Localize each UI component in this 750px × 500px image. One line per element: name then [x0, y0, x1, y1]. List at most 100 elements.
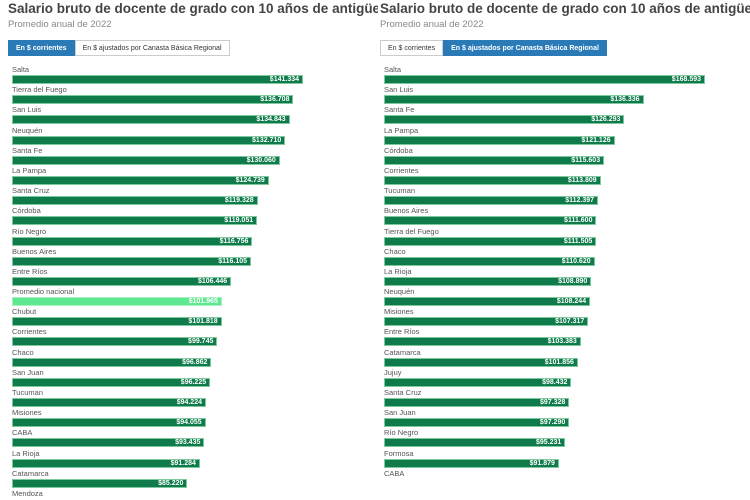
bar-value-label: $111.600: [564, 217, 593, 225]
bar-label: Corrientes: [12, 327, 47, 337]
bar-row: San Luis $136.336: [384, 85, 744, 105]
bar: $108.890: [384, 276, 592, 286]
bar-value-label: $101.818: [188, 318, 218, 326]
bar: $96.862: [12, 357, 212, 367]
bar-value-label: $110.620: [561, 257, 591, 265]
bar-row: Promedio nacional $101.965: [12, 287, 372, 307]
bar: $101.856: [384, 357, 578, 367]
bar-value-label: $115.603: [571, 156, 601, 164]
bar-label: Salta: [384, 65, 402, 74]
toggle-adjusted-pesos[interactable]: En $ ajustados por Canasta Básica Region…: [74, 40, 230, 56]
bar-value-label: $112.397: [565, 197, 594, 205]
bar-value-label: $126.293: [591, 116, 621, 124]
bar: $96.225: [12, 377, 211, 387]
bar: $113.809: [384, 175, 601, 185]
bar-row: Chubut $101.818: [12, 307, 372, 327]
bar-label: San Juan: [12, 367, 44, 377]
bar: $94.224: [12, 398, 206, 407]
bar-label: Neuquén: [384, 287, 415, 297]
bar-value-label: $124.739: [235, 176, 265, 184]
chart-subtitle: Promedio anual de 2022: [380, 19, 484, 30]
bar: $136.708: [12, 95, 294, 105]
bar-label: Jujuy: [384, 367, 402, 377]
bar-row: Chaco $110.620: [384, 247, 744, 267]
bar-label: Catamarca: [384, 347, 421, 357]
bar-label: Mendoza: [12, 488, 43, 498]
bar-row: Entre Ríos $103.383: [384, 327, 744, 347]
bar-value-label: $95.231: [536, 439, 562, 447]
bar: $124.739: [12, 175, 269, 185]
bar: $168.593: [384, 75, 705, 84]
bar-label: Santa Fe: [384, 105, 415, 115]
bar: $85.220: [12, 478, 188, 488]
bar-row: La Rioja $91.284: [12, 449, 372, 469]
bar: $94.055: [12, 418, 206, 428]
bar-label: Santa Fe: [12, 145, 43, 155]
bar-row: La Pampa $124.739: [12, 166, 372, 186]
bar-value-label: $108.890: [558, 277, 588, 285]
bar-label: CABA: [12, 428, 33, 438]
bar-value-label: $91.879: [529, 459, 555, 467]
bar-value-label: $85.220: [158, 479, 184, 487]
bar-label: San Juan: [384, 408, 416, 418]
bar-label: La Rioja: [12, 448, 40, 458]
bar-value-label: $121.126: [581, 136, 611, 144]
bar-value-label: $116.105: [218, 257, 248, 265]
bar-value-label: $106.446: [197, 277, 228, 285]
bar-row: Córdoba $115.603: [384, 146, 744, 166]
bar-label: Misiones: [384, 307, 414, 317]
bar-row: Entre Ríos $106.446: [12, 267, 372, 287]
bar-value-label: $94.055: [176, 419, 202, 427]
bar-value-label: $93.435: [175, 439, 201, 447]
bar-row: Chaco $96.862: [12, 348, 372, 368]
bar-label: Córdoba: [12, 206, 41, 216]
toggle-group: En $ corrientes En $ ajustados por Canas…: [8, 40, 378, 56]
bar: $101.965: [12, 297, 222, 307]
bar: $130.060: [12, 155, 280, 165]
toggle-adjusted-pesos[interactable]: En $ ajustados por Canasta Básica Region…: [443, 40, 607, 56]
bar-row: Tucuman $94.224: [12, 388, 372, 408]
bar-label: Entre Ríos: [384, 327, 420, 337]
bar-label: CABA: [384, 468, 405, 478]
bar-label: La Rioja: [384, 266, 412, 276]
bar-label: Chubut: [12, 307, 37, 317]
bar: $95.231: [384, 438, 566, 448]
bar-label: Neuquén: [12, 125, 43, 135]
bar-value-label: $119.051: [224, 217, 254, 225]
toggle-group: En $ corrientes En $ ajustados por Canas…: [380, 40, 750, 56]
bar-label: Formosa: [384, 448, 414, 458]
bar-row: Santa Fe $126.293: [384, 105, 744, 125]
bar-row: San Juan $97.290: [384, 408, 744, 428]
bar-value-label: $97.328: [539, 399, 566, 406]
bar-row: Buenos Aires $116.105: [12, 247, 372, 267]
bar-value-label: $96.225: [180, 378, 207, 386]
bar-row: Formosa $91.879: [384, 449, 744, 469]
bar-row: Misiones $94.055: [12, 408, 372, 428]
bar-value-label: $107.317: [555, 318, 585, 326]
bar: $101.818: [12, 317, 222, 327]
bar-value-label: $113.809: [567, 176, 597, 184]
bar-list: Salta $141.334 Tierra del Fuego $136.708 San…: [12, 65, 372, 500]
bar-label: Santa Cruz: [384, 388, 422, 397]
toggle-current-pesos[interactable]: En $ corrientes: [8, 40, 75, 56]
bar-row: Salta $141.334: [12, 65, 372, 85]
bar-label: Tierra del Fuego: [384, 226, 439, 236]
bar-row: Córdoba $119.051: [12, 206, 372, 226]
bar-value-label: $101.856: [544, 358, 574, 366]
bar: $108.244: [384, 297, 591, 307]
bar: $103.383: [384, 337, 581, 347]
bar: $110.620: [384, 256, 595, 266]
bar-row: Santa Fe $130.060: [12, 146, 372, 166]
bar: $106.446: [12, 276, 232, 286]
bar-row: Catamarca $85.220: [12, 469, 372, 489]
toggle-current-pesos[interactable]: En $ corrientes: [380, 40, 444, 56]
bar: $119.328: [12, 196, 258, 206]
bar-label: Tierra del Fuego: [12, 85, 67, 95]
bar-row: La Rioja $108.890: [384, 267, 744, 287]
bar-label: San Luis: [384, 85, 414, 95]
bar: $132.710: [12, 135, 286, 145]
bar-label: Misiones: [12, 408, 42, 418]
chart-title: Salario bruto de docente de grado con 10…: [8, 1, 378, 16]
bar-value-label: $132.710: [252, 136, 282, 144]
bar-row: Mendoza: [12, 489, 372, 500]
